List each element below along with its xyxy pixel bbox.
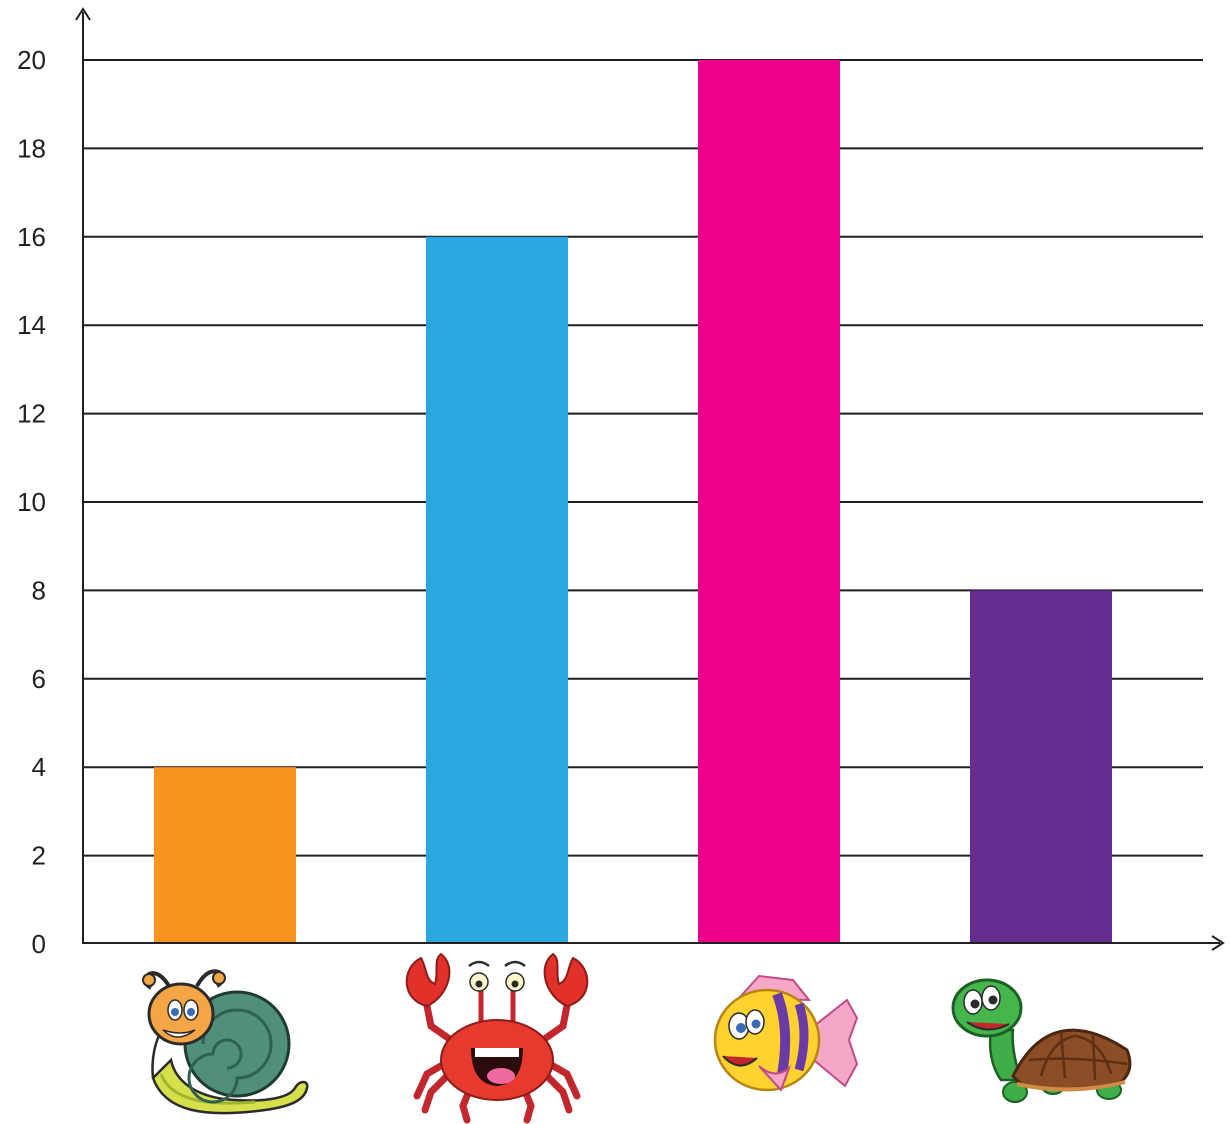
y-tick-label: 10 (17, 487, 46, 517)
y-tick-label: 0 (32, 929, 46, 959)
x-axis-arrow (1211, 935, 1225, 951)
axes (75, 7, 1225, 951)
bar-snail (154, 767, 296, 944)
category-icons (141, 954, 1132, 1120)
snail-icon (141, 969, 310, 1116)
bar-crab (426, 236, 568, 945)
y-tick-label: 4 (32, 752, 46, 782)
y-tick-label: 16 (17, 222, 46, 252)
y-tick-label: 2 (32, 841, 46, 871)
y-axis-arrow (75, 7, 91, 21)
y-tick-label: 6 (32, 664, 46, 694)
bar-turtle (970, 590, 1112, 944)
fish-icon (715, 976, 857, 1090)
y-tick-label: 20 (17, 45, 46, 75)
y-tick-label: 8 (32, 575, 46, 605)
turtle-icon (951, 978, 1132, 1104)
y-tick-label: 14 (17, 310, 46, 340)
bars (154, 60, 1112, 945)
y-axis-ticks: 0 2 4 6 8 10 12 14 16 18 20 (17, 45, 46, 959)
crab-icon (407, 954, 588, 1120)
y-tick-label: 12 (17, 399, 46, 429)
y-tick-label: 18 (17, 133, 46, 163)
bar-fish (698, 60, 840, 944)
